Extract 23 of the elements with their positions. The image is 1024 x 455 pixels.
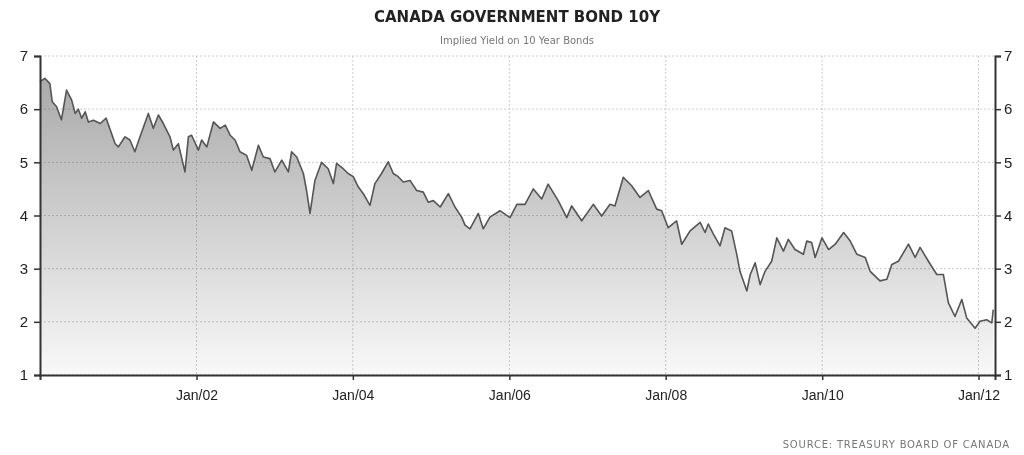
x-tick-label: Jan/04 [332,386,375,403]
y2-tick-label: 1 [1004,366,1013,384]
chart-title: CANADA GOVERNMENT BOND 10Y [373,8,662,26]
y2-tick-label: 3 [1004,259,1013,277]
y2-tick-label: 6 [1004,100,1013,118]
x-tick-label: Jan/10 [801,386,844,403]
y-tick-label: 4 [19,206,28,224]
y2-tick-label: 5 [1004,153,1013,171]
x-tick-label: Jan/12 [957,386,1001,403]
y-tick-label: 6 [19,100,28,118]
chart-subtitle: Implied Yield on 10 Year Bonds [439,35,595,46]
y2-tick-label: 2 [1004,313,1013,331]
x-tick-label: Jan/06 [488,386,532,403]
x-tick-label: Jan/02 [176,386,219,403]
x-tick-label: Jan/08 [645,386,688,403]
y-tick-label: 5 [19,153,28,171]
y2-tick-label: 4 [1004,206,1013,224]
y-tick-label: 3 [19,259,28,277]
source-note: SOURCE: TREASURY BOARD OF CANADA [782,439,1010,450]
y-tick-label: 2 [19,313,28,331]
y2-tick-label: 7 [1004,47,1013,65]
y-tick-label: 1 [19,366,28,384]
y-tick-label: 7 [19,47,28,65]
